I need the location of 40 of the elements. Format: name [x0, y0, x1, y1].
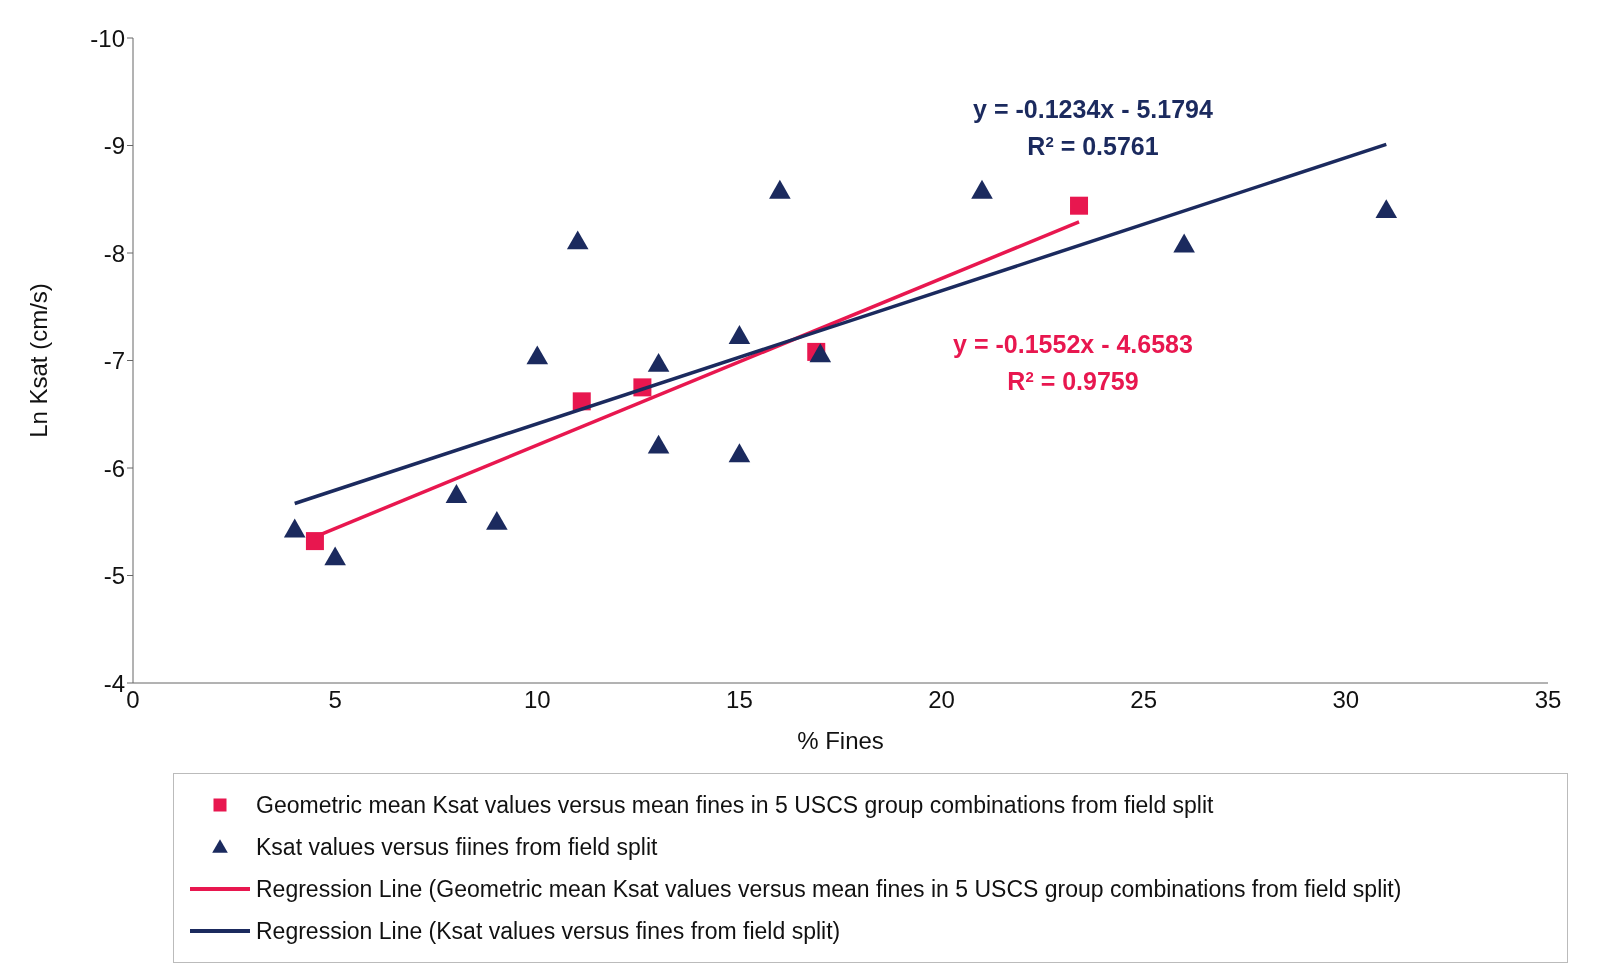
point [728, 324, 751, 344]
y-tick-label: -5 [103, 562, 125, 590]
y-tick-label: -9 [103, 132, 125, 160]
point [769, 179, 791, 199]
point [283, 518, 306, 538]
legend-label: Regression Line (Geometric mean Ksat values versus mean fines in 5 USCS group combinations from field split) [256, 875, 1402, 903]
x-tick-label: 5 [328, 686, 342, 714]
point [971, 179, 993, 199]
x-tick-label: 15 [726, 686, 753, 714]
x-tick-label: 25 [1130, 686, 1158, 714]
x-tick-label: 30 [1332, 686, 1360, 714]
x-tick-label: 10 [523, 686, 551, 714]
annotation: y = -0.1552x - 4.6583 R$^{2}$ = 0.9759 [953, 330, 1193, 395]
point [445, 484, 468, 503]
x-tick-label: 20 [928, 686, 955, 714]
annotation: y = -0.1234x - 5.1794 R$^{2}$ = 0.5761 [973, 95, 1213, 160]
legend-label: Regression Line (Ksat values versus fines from field split) [256, 917, 841, 945]
point [566, 230, 589, 250]
x-tick-label: 35 [1534, 686, 1562, 714]
y-axis-title: Ln Ksat (cm/s) [24, 283, 52, 438]
legend-label: Ksat values versus fiines from field split [256, 833, 658, 861]
x-tick-label: 0 [126, 686, 140, 714]
y-tick-label: -8 [103, 239, 125, 267]
x-axis-title: % Fines [797, 727, 884, 754]
point [324, 546, 346, 566]
point [647, 352, 670, 372]
point [526, 345, 549, 365]
point [1375, 199, 1398, 219]
y-tick-label: -7 [103, 347, 125, 375]
y-tick-label: -10 [90, 24, 125, 52]
point [647, 434, 670, 454]
point [728, 443, 751, 463]
y-tick-label: -6 [103, 454, 125, 482]
point [305, 532, 324, 551]
legend-label: Geometric mean Ksat values versus mean fines in 5 USCS group combinations from field split [256, 791, 1214, 819]
point [809, 343, 832, 363]
point [1173, 233, 1195, 253]
point [486, 510, 508, 530]
y-tick-label: -4 [103, 669, 125, 697]
point [1070, 196, 1089, 215]
